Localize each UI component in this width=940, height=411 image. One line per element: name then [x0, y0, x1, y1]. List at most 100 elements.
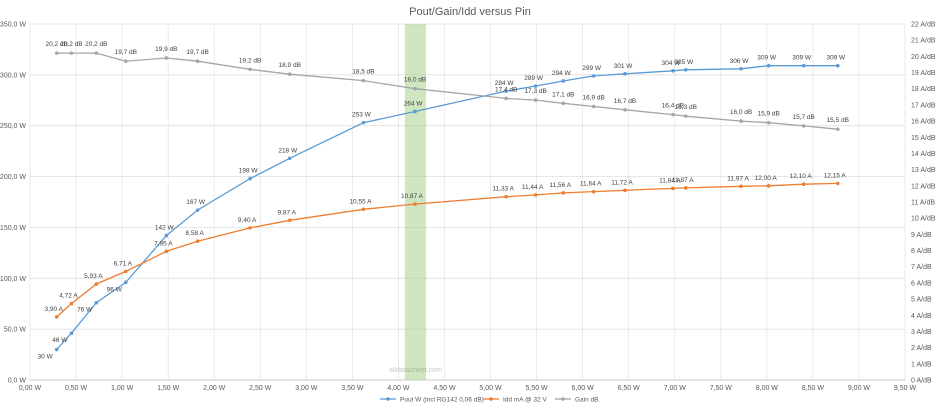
- data-label: 76 W: [77, 307, 93, 314]
- data-point: [623, 188, 627, 193]
- x-tick-label: 3,50 W: [341, 385, 364, 392]
- x-tick-label: 0,50 W: [65, 385, 88, 392]
- data-point: [361, 120, 366, 125]
- data-point: [561, 101, 566, 106]
- data-point: [195, 239, 200, 243]
- data-label: 46 W: [52, 337, 68, 344]
- data-label: 16,3 dB: [675, 104, 697, 111]
- y-right-tick-label: 14 A/dB: [911, 151, 936, 158]
- data-point: [801, 63, 806, 68]
- data-point: [683, 67, 688, 72]
- data-label: 18,9 dB: [279, 62, 301, 69]
- legend-entry: Idd mA @ 32 V: [503, 397, 547, 404]
- y-right-tick-label: 5 A/dB: [911, 297, 932, 304]
- data-point: [739, 119, 743, 123]
- data-label: 9,40 A: [238, 217, 257, 224]
- y-left-tick-label: 250,0 W: [0, 123, 26, 130]
- data-point: [248, 226, 252, 230]
- data-point: [287, 72, 292, 76]
- data-label: 17,3 dB: [524, 88, 546, 95]
- y-left-tick-label: 300,0 W: [0, 72, 26, 79]
- data-point: [683, 114, 688, 119]
- data-label: 305 W: [674, 59, 694, 66]
- data-point: [835, 127, 840, 131]
- data-label: 301 W: [614, 63, 634, 70]
- data-label: 16,7 dB: [614, 98, 636, 105]
- data-point: [287, 156, 292, 161]
- y-right-tick-label: 16 A/dB: [911, 119, 936, 126]
- data-label: 294 W: [552, 70, 572, 77]
- y-left-tick-label: 350,0 W: [0, 22, 26, 29]
- data-point: [413, 109, 417, 114]
- x-tick-label: 9,00 W: [848, 385, 871, 392]
- x-tick-label: 4,00 W: [387, 385, 410, 392]
- data-label: 11,64 A: [580, 181, 602, 188]
- data-label: 309 W: [792, 55, 812, 62]
- data-point: [623, 107, 627, 112]
- y-right-tick-label: 9 A/dB: [911, 232, 932, 239]
- y-left-tick-label: 50,0 W: [4, 327, 27, 334]
- data-label: 11,44 A: [522, 184, 544, 191]
- data-label: 299 W: [582, 65, 602, 72]
- x-tick-label: 1,00 W: [111, 385, 134, 392]
- data-point: [766, 184, 771, 188]
- x-tick-label: 4,50 W: [433, 385, 456, 392]
- data-point: [801, 124, 806, 128]
- y-right-tick-label: 22 A/dB: [911, 22, 936, 29]
- data-label: 12,15 A: [824, 172, 847, 179]
- data-point: [413, 202, 417, 206]
- data-label: 9,87 A: [278, 209, 297, 216]
- data-point: [54, 51, 59, 55]
- data-label: 218 W: [278, 147, 298, 154]
- x-tick-label: 7,50 W: [710, 385, 733, 392]
- data-point: [361, 207, 366, 212]
- x-tick-label: 5,00 W: [479, 385, 502, 392]
- data-point: [195, 59, 200, 64]
- y-right-tick-label: 4 A/dB: [911, 313, 932, 320]
- data-label: 309 W: [757, 55, 777, 62]
- data-point: [94, 282, 99, 286]
- data-point: [533, 84, 538, 88]
- y-right-tick-label: 11 A/dB: [911, 200, 935, 207]
- data-point: [54, 315, 59, 319]
- series-1: 3,90 A 4,72 A 5,93 A 6,71 A 7,95 A 8,58 A 9,40…: [44, 172, 847, 319]
- y-right-tick-label: 13 A/dB: [911, 167, 936, 174]
- data-point: [591, 104, 596, 109]
- x-tick-label: 6,50 W: [618, 385, 641, 392]
- data-point: [739, 66, 743, 71]
- data-point: [69, 331, 74, 336]
- y-right-tick-label: 2 A/dB: [911, 345, 932, 352]
- legend-entry: Pout W (incl RG142 0,06 dB): [400, 397, 484, 404]
- data-label: 264 W: [404, 100, 424, 107]
- y-right-tick-label: 18 A/dB: [911, 86, 936, 93]
- data-point: [164, 249, 169, 254]
- data-label: 4,72 A: [59, 293, 78, 300]
- y-right-tick-label: 1 A/dB: [911, 361, 932, 368]
- data-point: [164, 56, 169, 60]
- y-right-tick-label: 21 A/dB: [911, 38, 936, 45]
- data-point: [248, 67, 252, 72]
- y-right-tick-label: 0 A/dB: [911, 378, 932, 385]
- data-point: [671, 68, 675, 73]
- x-tick-label: 5,50 W: [525, 385, 548, 392]
- data-label: 253 W: [352, 112, 372, 119]
- data-label: 17,1 dB: [552, 91, 574, 98]
- x-tick-label: 1,50 W: [157, 385, 180, 392]
- data-label: 5,93 A: [84, 273, 103, 280]
- data-label: 289 W: [524, 75, 544, 82]
- data-label: 20,2 dB: [60, 41, 82, 48]
- watermark: alldatasheet.com: [389, 367, 442, 374]
- data-point: [413, 86, 417, 91]
- data-point: [69, 51, 74, 55]
- y-left-tick-label: 150,0 W: [0, 225, 26, 232]
- data-label: 17,4 dB: [495, 86, 517, 93]
- data-point: [504, 194, 508, 199]
- data-point: [94, 51, 99, 55]
- legend-swatch-marker: [386, 397, 390, 401]
- data-label: 18,5 dB: [352, 69, 374, 76]
- legend-swatch-marker: [561, 397, 565, 401]
- data-point: [195, 208, 200, 212]
- data-label: 284 W: [495, 80, 515, 87]
